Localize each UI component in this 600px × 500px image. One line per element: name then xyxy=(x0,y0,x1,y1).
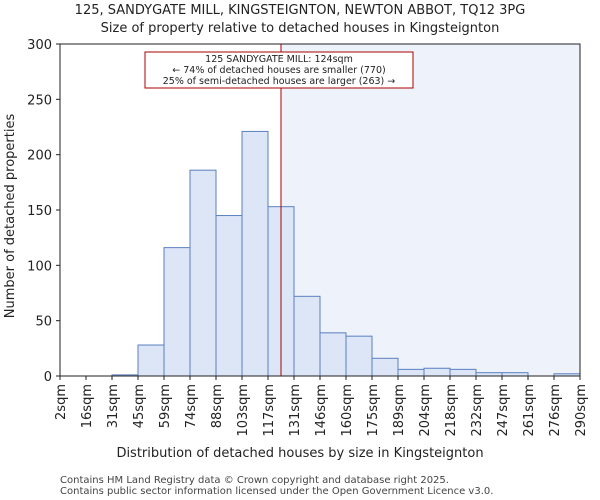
x-tick-label: 175sqm xyxy=(366,384,381,437)
y-tick-label: 150 xyxy=(27,204,52,219)
x-tick-label: 146sqm xyxy=(314,384,329,437)
bar-59sqm xyxy=(163,247,191,377)
x-tick-label: 31sqm xyxy=(106,384,121,428)
x-axis-label: Distribution of detached houses by size … xyxy=(116,446,483,461)
y-tick-label: 250 xyxy=(27,93,52,108)
annotation-box: 125 SANDYGATE MILL: 124sqm ← 74% of deta… xyxy=(144,51,414,89)
x-tick-label: 88sqm xyxy=(210,384,225,428)
x-tick-label: 160sqm xyxy=(340,384,355,437)
bar-146sqm xyxy=(319,332,347,377)
bar-204sqm xyxy=(423,367,451,377)
annotation-line2: ← 74% of detached houses are smaller (77… xyxy=(172,65,385,76)
y-tick-label: 300 xyxy=(27,38,52,53)
x-tick-label: 117sqm xyxy=(262,384,277,437)
y-axis-label: Number of detached properties xyxy=(3,114,18,319)
annotation-line1: 125 SANDYGATE MILL: 124sqm xyxy=(205,54,353,65)
bar-74sqm xyxy=(189,169,217,377)
x-tick-label: 204sqm xyxy=(418,384,433,437)
x-tick-label: 131sqm xyxy=(288,384,303,437)
x-tick-label: 189sqm xyxy=(392,384,407,437)
bar-45sqm xyxy=(137,344,165,377)
bar-218sqm xyxy=(449,368,477,377)
x-tick-label: 261sqm xyxy=(522,384,537,437)
bar-175sqm xyxy=(371,357,399,377)
x-tick-label: 290sqm xyxy=(574,384,589,437)
x-tick-label: 103sqm xyxy=(236,384,251,437)
x-tick-label: 276sqm xyxy=(548,384,563,437)
larger-region-shade xyxy=(281,44,580,376)
x-tick-label: 59sqm xyxy=(158,384,173,428)
footer-line2: Contains public sector information licen… xyxy=(60,486,493,497)
annotation-line3: 25% of semi-detached houses are larger (… xyxy=(163,76,396,87)
chart-title-line2: Size of property relative to detached ho… xyxy=(101,21,500,36)
footer-line1: Contains HM Land Registry data © Crown c… xyxy=(60,475,449,486)
bar-103sqm xyxy=(241,130,269,377)
x-tick-label: 74sqm xyxy=(184,384,199,428)
bar-160sqm xyxy=(345,335,373,377)
y-tick-label: 0 xyxy=(44,370,52,385)
bar-88sqm xyxy=(215,215,243,377)
y-tick-label: 200 xyxy=(27,149,52,164)
y-tick-label: 50 xyxy=(35,315,52,330)
x-tick-label: 218sqm xyxy=(444,384,459,437)
bar-189sqm xyxy=(397,368,425,377)
x-tick-label: 2sqm xyxy=(54,384,69,420)
x-tick-label: 16sqm xyxy=(80,384,95,428)
y-tick-label: 100 xyxy=(27,259,52,274)
x-tick-label: 247sqm xyxy=(496,384,511,437)
x-tick-label: 45sqm xyxy=(132,384,147,428)
x-tick-label: 232sqm xyxy=(470,384,485,437)
chart-title-line1: 125, SANDYGATE MILL, KINGSTEIGNTON, NEWT… xyxy=(75,3,526,18)
bar-131sqm xyxy=(293,295,321,377)
